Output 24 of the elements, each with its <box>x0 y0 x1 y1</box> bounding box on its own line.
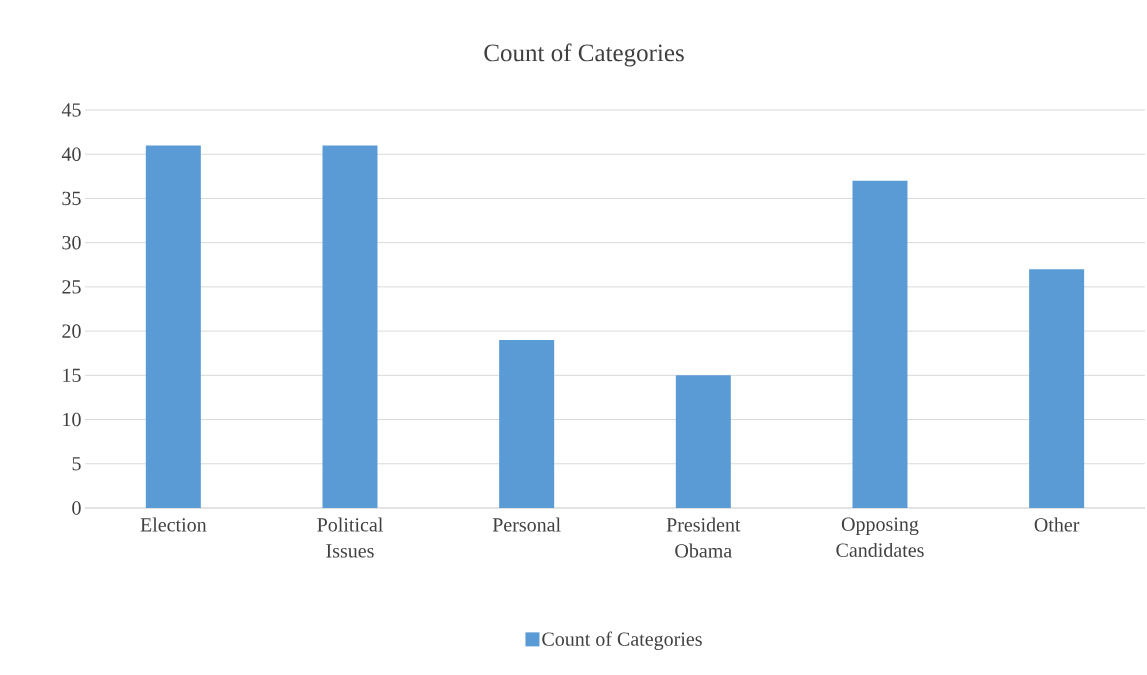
y-tick-label: 30 <box>62 235 81 250</box>
y-tick-label: 45 <box>61 103 81 117</box>
x-tick-label: Political Issues <box>317 517 383 558</box>
legend-label: Count of Categories <box>542 631 702 650</box>
y-tick-label: 20 <box>62 324 81 338</box>
x-tick-label: Personal <box>492 517 561 532</box>
x-tick-label: President Obama <box>666 517 741 558</box>
x-tick-label: Opposing Candidates <box>836 517 924 557</box>
bar <box>322 145 378 508</box>
bar <box>499 339 555 508</box>
y-tick-label: 10 <box>63 412 81 427</box>
y-tick-label: 0 <box>72 501 81 515</box>
x-tick-label: Election <box>140 517 207 532</box>
y-tick-label: 40 <box>61 147 81 161</box>
y-tick-label: 15 <box>63 368 81 383</box>
bar <box>1029 269 1085 508</box>
x-tick-label: Other <box>1034 517 1080 532</box>
y-tick-label: 35 <box>62 191 81 206</box>
chart-title: Count of Categories <box>484 43 684 67</box>
bar <box>852 180 908 508</box>
bar <box>675 375 731 508</box>
y-tick-label: 5 <box>72 457 81 471</box>
y-tick-label: 25 <box>62 280 81 294</box>
bar <box>145 145 201 508</box>
